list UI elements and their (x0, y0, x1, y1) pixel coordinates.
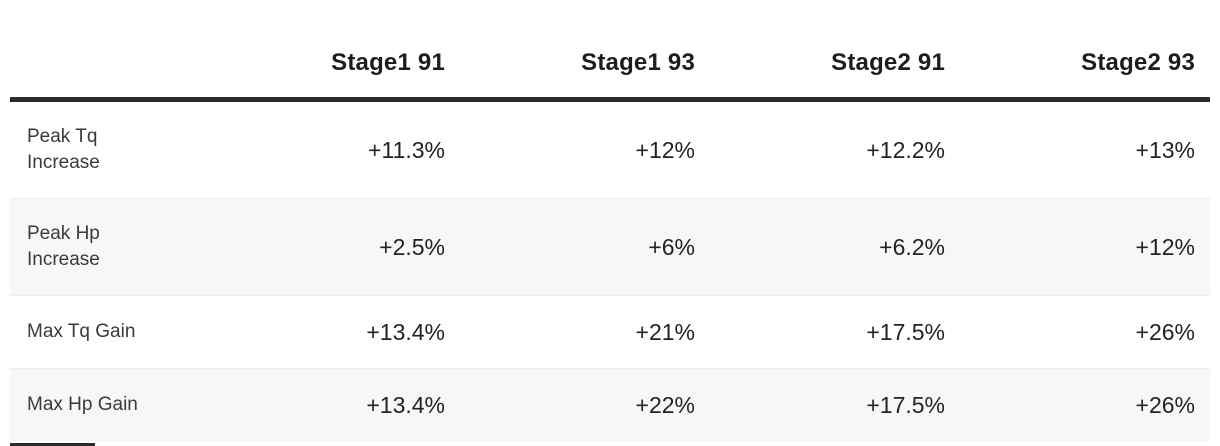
cell-value: +11.3% (368, 137, 445, 163)
column-header-stage1-91: Stage1 91 (210, 0, 460, 102)
column-header-stage2-93: Stage2 93 (960, 0, 1210, 102)
cell-value: +12% (635, 137, 695, 163)
row-label: Peak Tq Increase (27, 126, 100, 173)
row-label: Max Tq Gain (27, 321, 136, 342)
cutoff-next-table-border (10, 443, 95, 446)
cell-value: +13.4% (366, 319, 445, 345)
table-row-peak-hp-increase: Peak Hp Increase +2.5% +6% +6.2% +12% (10, 198, 1210, 296)
cell-value: +6.2% (879, 234, 945, 260)
tuning-results-table: Stage1 91 Stage1 93 Stage2 91 Stage2 93 … (10, 0, 1210, 441)
cell-value: +12% (1135, 234, 1195, 260)
cell-value: +6% (648, 234, 695, 260)
table-row-max-hp-gain: Max Hp Gain +13.4% +22% +17.5% +26% (10, 368, 1210, 441)
column-header-stage2-91: Stage2 91 (710, 0, 960, 102)
cell-value: +12.2% (866, 137, 945, 163)
corner-cell (10, 0, 210, 102)
cell-value: +26% (1135, 392, 1195, 418)
cell-value: +2.5% (379, 234, 445, 260)
row-label: Peak Hp Increase (27, 223, 100, 270)
column-header-stage1-93: Stage1 93 (460, 0, 710, 102)
cell-value: +13.4% (366, 392, 445, 418)
row-label: Max Hp Gain (27, 394, 138, 415)
cell-value: +17.5% (866, 392, 945, 418)
table-row-max-tq-gain: Max Tq Gain +13.4% +21% +17.5% +26% (10, 295, 1210, 369)
cell-value: +13% (1135, 137, 1195, 163)
cell-value: +21% (635, 319, 695, 345)
header-row: Stage1 91 Stage1 93 Stage2 91 Stage2 93 (10, 0, 1210, 102)
cell-value: +22% (635, 392, 695, 418)
cell-value: +26% (1135, 319, 1195, 345)
table-row-peak-tq-increase: Peak Tq Increase +11.3% +12% +12.2% +13% (10, 100, 1210, 199)
cell-value: +17.5% (866, 319, 945, 345)
